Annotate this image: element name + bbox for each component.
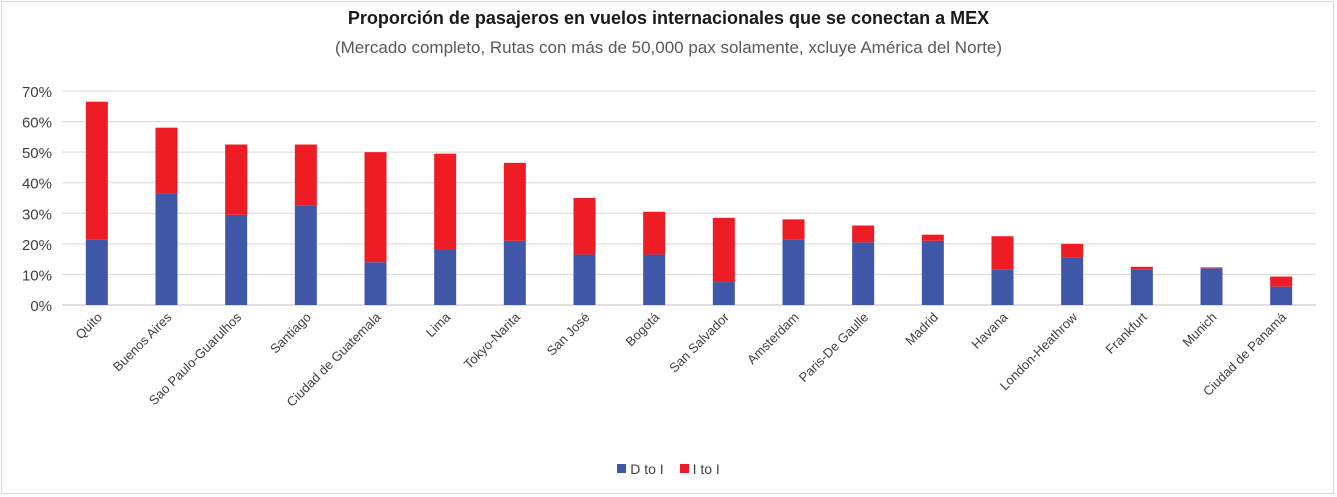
legend-label-d-to-i: D to I	[630, 460, 664, 477]
bar-i-to-i-sao-paulo-guarulhos	[225, 144, 248, 215]
bar-i-to-i-lima	[434, 153, 457, 250]
bar-d-to-i-quito	[85, 239, 108, 305]
x-tick-label-quito: Quito	[72, 310, 105, 343]
bar-d-to-i-san-salvador	[712, 282, 735, 305]
y-tick-label-70: 70%	[22, 84, 52, 101]
x-tick-label-madrid: Madrid	[902, 310, 941, 349]
x-tick-label-london-heathrow: London-Heathrow	[997, 309, 1081, 393]
x-tick-label-san-salvador: San Salvador	[666, 309, 732, 375]
bar-d-to-i-ciudad-de-guatemala	[364, 262, 387, 305]
x-tick-label-frankfurt: Frankfurt	[1103, 309, 1151, 357]
bar-d-to-i-tokyo-narita	[503, 240, 526, 305]
bar-i-to-i-madrid	[921, 234, 944, 241]
bar-d-to-i-munich	[1200, 268, 1223, 305]
bar-d-to-i-santiago	[294, 205, 317, 305]
bar-d-to-i-buenos-aires	[155, 193, 178, 305]
x-tick-label-munich: Munich	[1179, 310, 1219, 350]
y-tick-label-30: 30%	[22, 206, 52, 223]
x-tick-label-san-jos-: San José	[544, 310, 593, 359]
y-tick-label-60: 60%	[22, 115, 52, 132]
bar-i-to-i-santiago	[294, 144, 317, 206]
bar-i-to-i-ciudad-de-panam-	[1270, 276, 1293, 287]
bar-d-to-i-lima	[434, 249, 457, 305]
bar-i-to-i-paris-de-gaulle	[852, 225, 875, 243]
bar-i-to-i-buenos-aires	[155, 127, 178, 194]
legend-label-i-to-i: I to I	[692, 460, 720, 477]
bar-i-to-i-havana	[991, 236, 1014, 270]
x-tick-label-tokyo-narita: Tokyo-Narita	[461, 309, 524, 372]
x-tick-label-bogot-: Bogotá	[623, 309, 663, 349]
bar-d-to-i-ciudad-de-panam-	[1270, 286, 1293, 305]
legend-item-d-to-i: D to I	[617, 460, 664, 477]
y-tick-label-0: 0%	[30, 298, 52, 315]
bar-i-to-i-ciudad-de-guatemala	[364, 152, 387, 263]
bar-i-to-i-san-jos-	[573, 198, 596, 255]
legend-swatch-d-to-i	[617, 464, 627, 473]
y-tick-label-50: 50%	[22, 145, 52, 162]
bar-i-to-i-london-heathrow	[1061, 243, 1084, 258]
y-tick-label-10: 10%	[22, 267, 52, 284]
y-tick-label-40: 40%	[22, 176, 52, 193]
bar-d-to-i-frankfurt	[1130, 269, 1153, 305]
chart-title: Proporción de pasajeros en vuelos intern…	[347, 8, 990, 28]
bar-i-to-i-munich	[1200, 267, 1223, 269]
x-tick-label-paris-de-gaulle: Paris-De Gaulle	[796, 310, 871, 385]
bar-d-to-i-bogot-	[643, 254, 666, 305]
y-tick-label-20: 20%	[22, 237, 52, 254]
bar-d-to-i-london-heathrow	[1061, 257, 1084, 305]
x-tick-label-amsterdam: Amsterdam	[744, 310, 802, 368]
bar-d-to-i-paris-de-gaulle	[852, 242, 875, 305]
bar-i-to-i-amsterdam	[782, 219, 805, 240]
bar-i-to-i-frankfurt	[1130, 266, 1153, 270]
bar-d-to-i-sao-paulo-guarulhos	[225, 214, 248, 305]
x-tick-label-buenos-aires: Buenos Aires	[110, 309, 175, 374]
bar-d-to-i-havana	[991, 269, 1014, 305]
legend-item-i-to-i: I to I	[679, 460, 720, 477]
chart-subtitle: (Mercado completo, Rutas con más de 50,0…	[334, 38, 1003, 57]
bar-d-to-i-san-jos-	[573, 254, 596, 305]
bar-i-to-i-tokyo-narita	[503, 162, 526, 241]
x-tick-label-havana: Havana	[968, 309, 1011, 352]
bar-i-to-i-bogot-	[643, 211, 666, 255]
chart-legend: D to I I to I	[0, 460, 1337, 477]
bar-d-to-i-amsterdam	[782, 239, 805, 305]
x-tick-label-santiago: Santiago	[267, 310, 314, 357]
legend-swatch-i-to-i	[679, 464, 689, 473]
bar-i-to-i-quito	[85, 101, 108, 240]
bar-d-to-i-madrid	[921, 240, 944, 305]
x-tick-label-lima: Lima	[423, 309, 454, 340]
bar-i-to-i-san-salvador	[712, 217, 735, 283]
